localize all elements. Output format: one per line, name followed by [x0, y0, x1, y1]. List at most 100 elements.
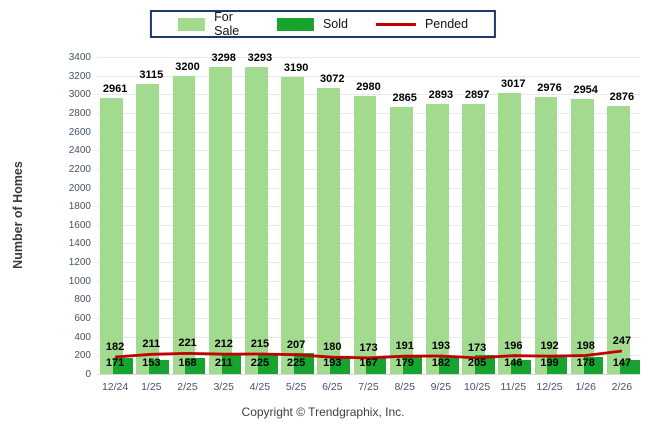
- pended-value-label: 173: [467, 341, 487, 354]
- sold-value-label: 205: [467, 357, 487, 369]
- for-sale-value-label: 2897: [464, 88, 490, 101]
- for-sale-bar: [172, 75, 196, 374]
- y-tick-label: 2800: [68, 107, 91, 119]
- pended-value-label: 212: [214, 338, 233, 351]
- for-sale-bar: [136, 83, 160, 374]
- pended-line-icon: [375, 22, 416, 26]
- pended-value-label: 198: [576, 339, 595, 352]
- pended-value-label: 221: [178, 337, 197, 350]
- for-sale-bar: [208, 66, 232, 374]
- y-tick-label: 800: [74, 294, 91, 306]
- legend-item-for-sale: For Sale: [177, 10, 249, 38]
- sold-value-label: 153: [142, 357, 161, 369]
- sold-value-label: 199: [540, 357, 559, 369]
- for-sale-bar: [389, 106, 413, 374]
- legend-item-pended: Pended: [375, 17, 469, 31]
- y-tick-label: 3000: [68, 89, 91, 101]
- y-tick-label: 0: [85, 369, 91, 380]
- for-sale-value-label: 2954: [573, 83, 598, 96]
- y-tick-label: 2000: [68, 182, 91, 194]
- sold-bar: [330, 356, 351, 374]
- y-tick-label: 3200: [68, 70, 91, 82]
- y-tick-label: 1600: [68, 219, 91, 231]
- for-sale-value-label: 2893: [428, 89, 454, 102]
- x-tick-label: 1/25: [141, 381, 162, 393]
- for-sale-bar: [353, 96, 377, 374]
- x-tick-label: 8/25: [394, 381, 415, 393]
- sold-bar: [293, 353, 314, 374]
- gridline: [97, 75, 640, 77]
- x-tick-label: 3/25: [213, 381, 234, 393]
- x-tick-label: 2/26: [611, 381, 633, 393]
- sold-value-label: 168: [178, 357, 197, 369]
- sold-bar: [185, 358, 206, 374]
- for-sale-bar: [498, 92, 522, 374]
- sold-value-label: 171: [105, 357, 125, 369]
- for-sale-bar: [317, 87, 341, 374]
- legend-label-pended: Pended: [424, 17, 469, 31]
- for-sale-bar: [281, 76, 305, 374]
- y-tick-label: 400: [74, 331, 91, 343]
- for-sale-bar: [534, 96, 558, 374]
- pended-value-label: 207: [286, 338, 306, 351]
- gridline: [97, 374, 640, 375]
- sold-value-label: 182: [431, 357, 451, 369]
- y-tick-label: 200: [74, 350, 91, 362]
- sold-bar: [438, 357, 459, 374]
- for-sale-bar: [462, 103, 486, 374]
- y-tick-label: 1800: [68, 201, 91, 213]
- for-sale-bar: [426, 104, 449, 374]
- x-tick-label: 5/25: [285, 381, 307, 393]
- y-tick-label: 3400: [68, 52, 91, 63]
- pended-line: [114, 349, 623, 360]
- y-axis-title: Number of Homes: [11, 161, 25, 269]
- pended-value-label: 211: [142, 338, 161, 351]
- x-tick-label: 2/25: [177, 381, 198, 393]
- pended-value-label: 182: [105, 341, 125, 354]
- pended-value-label: 180: [323, 341, 342, 354]
- legend-item-sold: Sold: [276, 17, 348, 31]
- sold-value-label: 225: [250, 357, 270, 369]
- for-sale-value-label: 3190: [283, 61, 309, 74]
- legend: For Sale Sold Pended: [149, 10, 497, 38]
- gridline: [97, 94, 640, 96]
- for-sale-value-label: 2976: [537, 81, 562, 94]
- copyright-text: Copyright © Trendgraphix, Inc.: [241, 405, 405, 419]
- for-sale-value-label: 3298: [211, 51, 236, 64]
- x-tick-label: 11/25: [500, 381, 527, 393]
- for-sale-value-label: 3200: [175, 60, 200, 73]
- pended-value-label: 191: [395, 340, 414, 353]
- sold-bar: [402, 357, 423, 374]
- for-sale-value-label: 3017: [501, 77, 526, 90]
- sold-bar: [583, 357, 604, 374]
- for-sale-bar: [100, 97, 124, 374]
- x-tick-label: 10/25: [463, 381, 491, 393]
- x-tick-label: 12/25: [536, 381, 563, 393]
- x-tick-label: 7/25: [358, 381, 379, 393]
- sold-value-label: 225: [286, 357, 306, 369]
- pended-value-label: 173: [359, 341, 378, 354]
- sold-value-label: 179: [395, 357, 414, 369]
- sold-bar: [221, 354, 242, 374]
- y-tick-label: 600: [74, 313, 91, 325]
- sold-value-label: 211: [214, 357, 233, 369]
- sold-value-label: 147: [612, 357, 632, 369]
- for-sale-value-label: 2961: [102, 82, 128, 95]
- x-tick-label: 9/25: [430, 381, 452, 393]
- y-tick-label: 1400: [68, 238, 91, 250]
- pended-value-label: 215: [250, 337, 270, 350]
- y-tick-label: 2200: [68, 163, 91, 175]
- y-tick-label: 1000: [68, 275, 91, 287]
- pended-value-label: 196: [504, 339, 523, 352]
- legend-label-sold: Sold: [322, 17, 348, 31]
- sold-value-label: 178: [576, 357, 595, 369]
- for-sale-value-label: 3293: [247, 51, 273, 64]
- gridline: [97, 57, 640, 58]
- for-sale-value-label: 2876: [609, 90, 635, 103]
- pended-value-label: 192: [540, 340, 559, 353]
- for-sale-bar: [607, 105, 630, 374]
- for-sale-bar: [570, 98, 594, 374]
- sold-value-label: 146: [504, 357, 523, 369]
- for-sale-value-label: 3115: [139, 68, 164, 81]
